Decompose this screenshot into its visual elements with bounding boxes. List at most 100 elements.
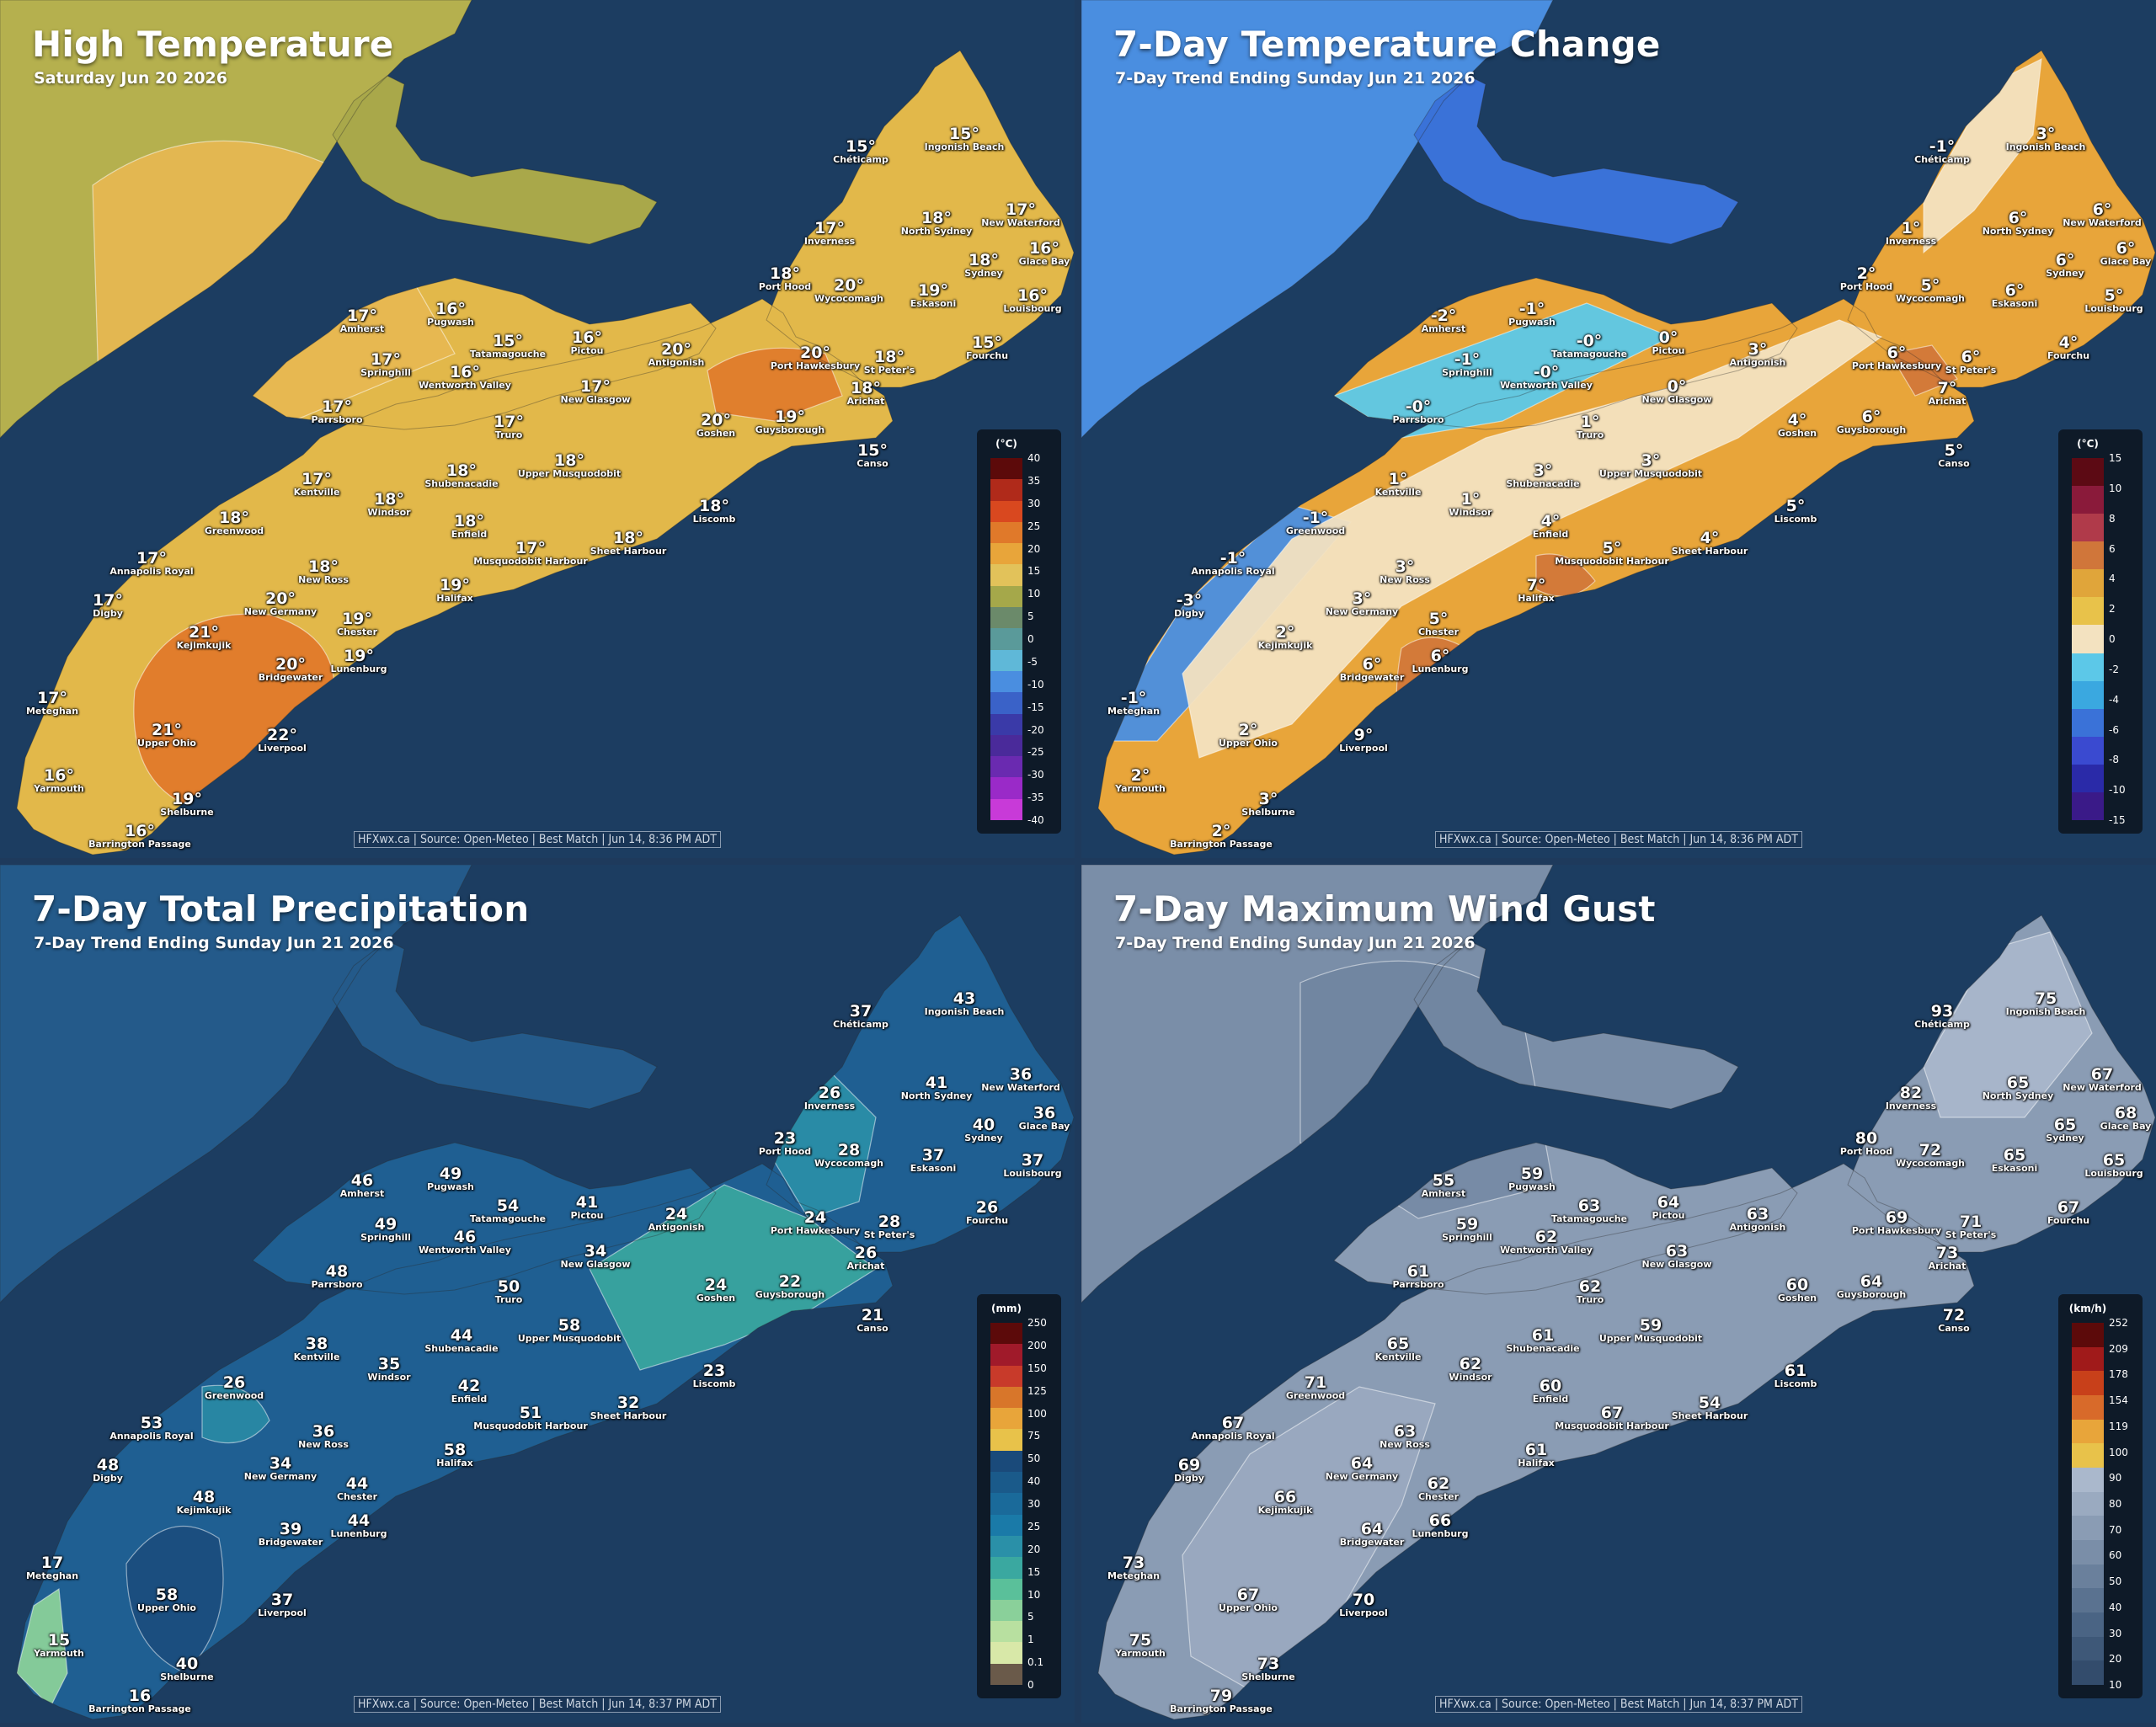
legend-swatch [2072, 680, 2104, 710]
place-value: 73 [1257, 1655, 1280, 1673]
place-label: 54 Tatamagouche [470, 1198, 546, 1224]
place-value: 0° [1667, 377, 1687, 396]
place-value: -0° [1533, 363, 1560, 381]
place-label: 22° Liverpool [258, 728, 307, 754]
place-label: 62 Chester [1418, 1476, 1459, 1502]
place-name: Wentworth Valley [419, 380, 511, 391]
place-label: 6° Glace Bay [2100, 241, 2152, 267]
place-value: 16° [44, 766, 74, 785]
place-name: Shubenacadie [1506, 1343, 1580, 1354]
coastline [1333, 277, 1798, 430]
place-name: Parrsboro [1392, 414, 1444, 425]
place-label: 44 Shubenacadie [424, 1328, 498, 1354]
place-label: 5° Louisbourg [2084, 288, 2143, 314]
place-label: 17° New Waterford [981, 202, 1060, 228]
place-name: Barrington Passage [1170, 1703, 1273, 1714]
place-value: -0° [1576, 332, 1603, 350]
place-value: 1° [1901, 219, 1921, 237]
place-value: 71 [1304, 1373, 1327, 1392]
legend-bar [2072, 458, 2104, 821]
place-value: 63 [1577, 1197, 1601, 1215]
place-name: Glace Bay [2100, 256, 2152, 267]
place-value: 65 [2102, 1151, 2126, 1170]
legend-unit: (°C) [995, 438, 1017, 450]
place-value: 51 [519, 1404, 542, 1422]
place-label: 20° Bridgewater [259, 657, 323, 683]
legend-swatch [2072, 514, 2104, 542]
place-name: Arichat [846, 1261, 885, 1271]
place-name: Halifax [1518, 1458, 1555, 1468]
place-name: Bridgewater [258, 672, 323, 683]
place-name: New Ross [298, 574, 349, 585]
place-label: 21 Canso [857, 1308, 888, 1334]
place-value: 59 [1639, 1316, 1662, 1335]
place-name: Enfield [1532, 529, 1569, 540]
legend-tick: 0 [2109, 633, 2116, 645]
place-value: 55 [1432, 1171, 1455, 1190]
place-name: St Peter's [863, 1229, 915, 1240]
place-label: 55 Amherst [1422, 1173, 1466, 1199]
legend-tick: 35 [1027, 474, 1041, 487]
place-name: Liscomb [692, 514, 736, 525]
place-name: New Ross [1380, 574, 1430, 585]
place-label: 37 Louisbourg [1003, 1153, 1061, 1179]
place-value: 48 [96, 1456, 120, 1474]
panel-subtitle: 7-Day Trend Ending Sunday Jun 21 2026 [1115, 934, 1476, 952]
place-name: Port Hood [1839, 281, 1893, 292]
place-name: Sheet Harbour [590, 1410, 667, 1421]
place-label: 19° Chester [337, 611, 377, 637]
place-label: 48 Digby [93, 1458, 123, 1484]
source-credit: HFXwx.ca | Source: Open-Meteo | Best Mat… [354, 831, 721, 848]
place-value: 16° [1017, 286, 1048, 305]
place-name: North Sydney [1982, 226, 2054, 237]
place-name: Fourchu [2047, 350, 2090, 361]
place-name: New Germany [1325, 606, 1399, 617]
place-label: 16° Louisbourg [1003, 288, 1061, 314]
place-label: 58 Upper Ohio [137, 1587, 196, 1613]
place-name: Kentville [1374, 1351, 1422, 1362]
place-value: 18° [921, 209, 952, 227]
place-label: 68 Glace Bay [2100, 1106, 2152, 1132]
place-value: 18° [770, 264, 800, 283]
panel-maximum-wind-gust: 7-Day Maximum Wind Gust 7-Day Trend Endin… [1081, 865, 2156, 1723]
place-name: Shubenacadie [424, 478, 499, 489]
value-zones [16, 1066, 878, 1708]
legend-swatch [990, 1663, 1022, 1686]
place-label: 19° Shelburne [160, 792, 213, 818]
place-name: Shubenacadie [424, 1343, 499, 1354]
place-name: Shelburne [1241, 807, 1295, 818]
place-name: Truro [1576, 1294, 1604, 1305]
legend-swatch [990, 564, 1022, 587]
place-name: Upper Musquodobit [1598, 468, 1703, 479]
place-value: 40 [175, 1655, 199, 1673]
place-label: 3° Upper Musquodobit [1599, 453, 1702, 479]
place-name: Musquodobit Harbour [473, 1421, 588, 1431]
legend-tick: 5 [1027, 1611, 1034, 1623]
place-name: Wentworth Valley [419, 1245, 511, 1255]
place-name: New Germany [1325, 1471, 1399, 1482]
place-label: 26 Fourchu [966, 1200, 1008, 1226]
place-label: 82 Inverness [1886, 1085, 1936, 1111]
legend-swatch [990, 1599, 1022, 1622]
place-label: -0° Parrsboro [1393, 399, 1444, 425]
place-label: 18° Shubenacadie [424, 463, 498, 489]
legend-swatch [990, 500, 1022, 523]
place-label: 34 New Germany [244, 1456, 317, 1482]
place-label: 7° Halifax [1518, 578, 1554, 604]
place-name: Shelburne [160, 807, 214, 818]
place-name: Chéticamp [833, 1019, 889, 1030]
place-label: 62 Wentworth Valley [1500, 1229, 1593, 1255]
place-value: 19° [918, 281, 948, 300]
place-value: 28 [837, 1141, 861, 1159]
coastline [252, 277, 717, 430]
legend-tick: 10 [2109, 1679, 2122, 1691]
place-value: 65 [2003, 1146, 2026, 1165]
place-value: 75 [2034, 989, 2057, 1008]
place-name: Eskasoni [1991, 1163, 2038, 1174]
legend-swatch [990, 670, 1022, 693]
place-name: Musquodobit Harbour [473, 556, 588, 567]
legend-tick: -25 [1027, 746, 1044, 759]
place-value: 59 [1455, 1215, 1479, 1234]
legend-tick: 100 [2109, 1446, 2128, 1458]
legend-tick: 50 [2109, 1575, 2122, 1588]
